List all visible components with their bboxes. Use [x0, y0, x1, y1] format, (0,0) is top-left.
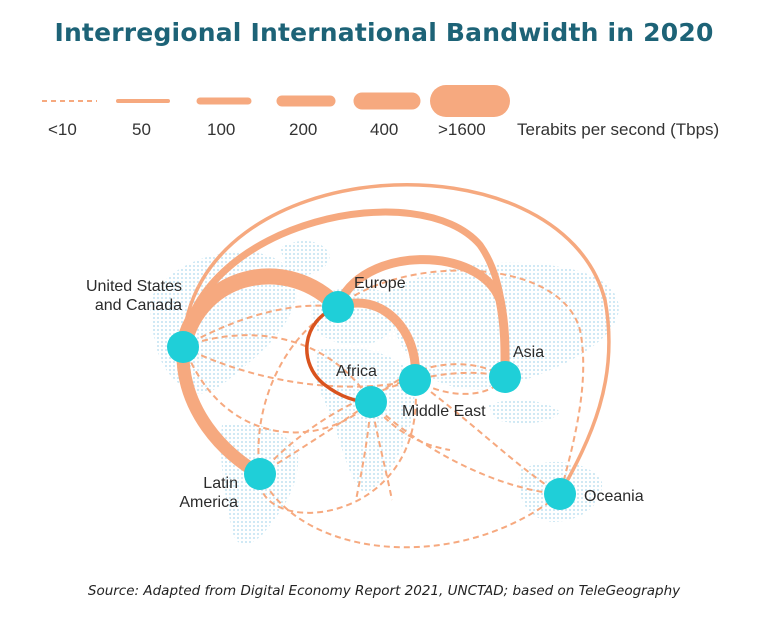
route-europe-asia	[333, 255, 510, 382]
node-oceania	[544, 478, 576, 510]
route-middle-east-oceania	[414, 379, 561, 495]
legend-label-200: 200	[289, 120, 318, 139]
legend-label-lt10: <10	[48, 120, 77, 139]
label-us-canada: United States and Canada	[85, 278, 182, 314]
label-europe: Europe	[354, 275, 406, 292]
region-nodes	[167, 291, 576, 510]
node-africa	[355, 386, 387, 418]
node-asia	[489, 361, 521, 393]
landmass-indonesia	[488, 400, 560, 424]
routes-thick	[175, 183, 611, 496]
node-europe	[322, 291, 354, 323]
legend-unit-label: Terabits per second (Tbps)	[517, 120, 720, 139]
node-us-canada	[167, 331, 199, 363]
legend-label-50: 50	[132, 120, 151, 139]
label-middle-east: Middle East	[402, 403, 486, 420]
route-us-oceania	[181, 183, 611, 496]
route-latam-asia	[259, 371, 506, 475]
landmass-greenland	[280, 241, 330, 276]
route-africa-oceania	[370, 401, 561, 495]
route-latam-middle-east	[258, 379, 417, 514]
label-oceania: Oceania	[584, 488, 644, 505]
route-latam-oceania	[259, 473, 561, 549]
source-note: Source: Adapted from Digital Economy Rep…	[87, 583, 681, 599]
route-us-europe	[175, 268, 346, 355]
label-africa: Africa	[336, 363, 377, 380]
legend-label-100: 100	[207, 120, 236, 139]
legend-strokes	[42, 85, 510, 117]
legend-label-gt1600: >1600	[438, 120, 486, 139]
label-asia: Asia	[513, 344, 545, 361]
route-europe-asia-dashed	[337, 269, 585, 495]
chart-title: Interregional International Bandwidth in…	[54, 18, 714, 47]
node-latin-america	[244, 458, 276, 490]
legend-label-400: 400	[370, 120, 399, 139]
route-us-europe-lower	[182, 304, 339, 348]
node-middle-east	[399, 364, 431, 396]
landmass-africa	[315, 346, 415, 492]
route-us-africa	[182, 334, 372, 403]
route-us-middle-east	[182, 346, 416, 388]
route-africa-us-lower	[189, 359, 372, 434]
label-latin-america: Latin America	[179, 475, 238, 511]
